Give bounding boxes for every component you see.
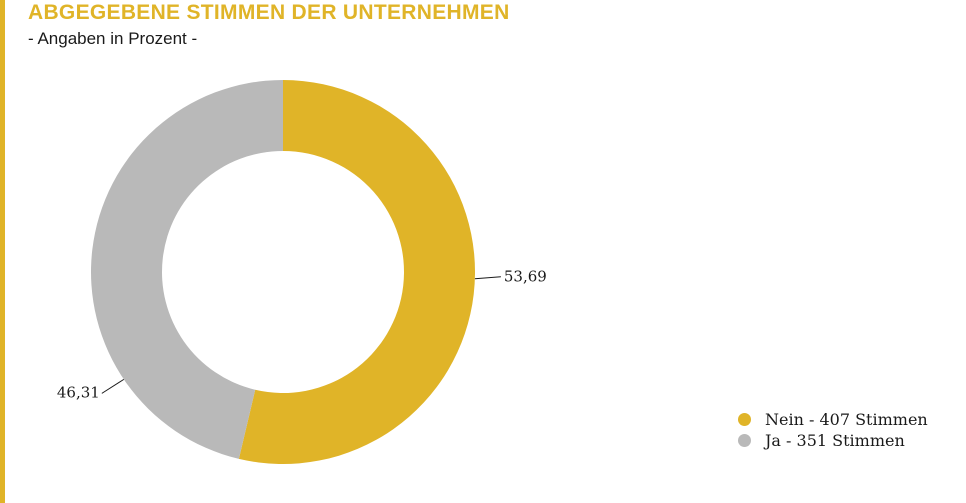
donut-slice-nein [238, 80, 475, 464]
leader-line-ja [101, 378, 125, 394]
leader-line-nein [474, 276, 501, 280]
legend-item-nein: Nein - 407 Stimmen [738, 409, 928, 430]
chart-subtitle: - Angaben in Prozent - [28, 29, 198, 48]
legend-label-ja: Ja - 351 Stimmen [765, 431, 905, 450]
data-label-ja: 46,31 [57, 383, 100, 401]
chart-title: ABGEGEBENE STIMMEN DER UNTERNEHMEN [28, 1, 510, 24]
legend: Nein - 407 Stimmen Ja - 351 Stimmen [738, 409, 928, 451]
donut-slice-ja [91, 80, 283, 459]
legend-label-nein: Nein - 407 Stimmen [765, 410, 928, 429]
accent-bar [0, 0, 5, 503]
legend-swatch-nein [738, 413, 751, 426]
legend-swatch-ja [738, 434, 751, 447]
legend-item-ja: Ja - 351 Stimmen [738, 430, 928, 451]
data-label-nein: 53,69 [504, 268, 547, 286]
